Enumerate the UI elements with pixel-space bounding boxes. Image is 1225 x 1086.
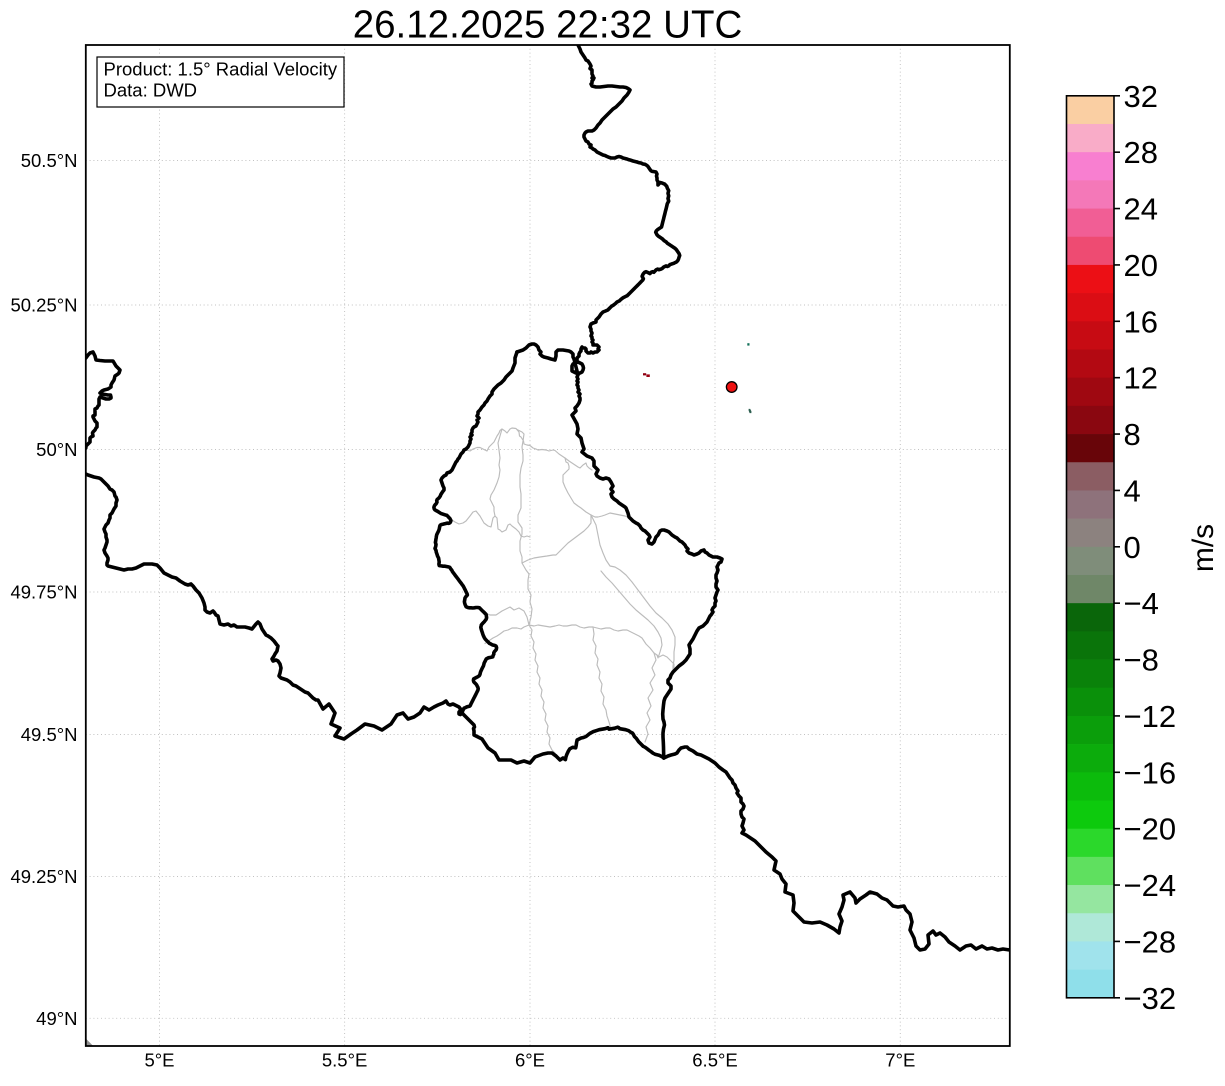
svg-text:−16: −16: [1124, 755, 1177, 790]
svg-text:−8: −8: [1124, 643, 1159, 678]
svg-text:26.12.2025 22:32 UTC: 26.12.2025 22:32 UTC: [353, 4, 743, 47]
svg-text:12: 12: [1124, 361, 1158, 396]
svg-text:50.25°N: 50.25°N: [10, 295, 77, 316]
svg-text:16: 16: [1124, 304, 1158, 339]
svg-text:−28: −28: [1124, 924, 1177, 959]
svg-text:5.5°E: 5.5°E: [322, 1050, 367, 1071]
svg-text:49.75°N: 49.75°N: [10, 582, 77, 603]
svg-text:5°E: 5°E: [144, 1050, 174, 1071]
svg-text:8: 8: [1124, 417, 1141, 452]
svg-text:7°E: 7°E: [885, 1050, 915, 1071]
svg-text:0: 0: [1124, 530, 1141, 565]
svg-text:−4: −4: [1124, 586, 1159, 621]
svg-text:−32: −32: [1124, 981, 1177, 1016]
svg-text:−20: −20: [1124, 812, 1177, 847]
svg-text:49.25°N: 49.25°N: [10, 866, 77, 887]
svg-text:50.5°N: 50.5°N: [21, 150, 78, 171]
svg-text:20: 20: [1124, 248, 1158, 283]
svg-text:49°N: 49°N: [36, 1008, 77, 1029]
svg-text:24: 24: [1124, 192, 1158, 227]
svg-text:−12: −12: [1124, 699, 1177, 734]
svg-text:Product: 1.5° Radial Velocity: Product: 1.5° Radial Velocity: [104, 59, 338, 80]
svg-text:6°E: 6°E: [515, 1050, 545, 1071]
svg-text:28: 28: [1124, 135, 1158, 170]
svg-text:32: 32: [1124, 79, 1158, 114]
svg-text:4: 4: [1124, 473, 1141, 508]
svg-text:m/s: m/s: [1187, 524, 1220, 572]
svg-text:6.5°E: 6.5°E: [692, 1050, 737, 1071]
svg-text:−24: −24: [1124, 868, 1177, 903]
svg-text:49.5°N: 49.5°N: [21, 724, 78, 745]
svg-text:Data: DWD: Data: DWD: [104, 80, 198, 101]
svg-text:50°N: 50°N: [36, 439, 77, 460]
